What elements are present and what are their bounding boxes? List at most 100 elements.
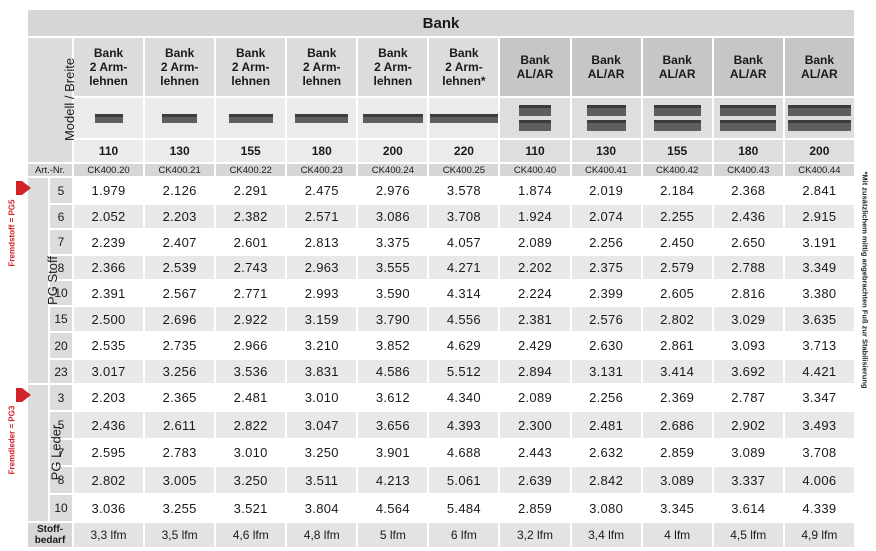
fabric-requirement-3: 4,8 lfm <box>287 523 357 547</box>
price-cell: 2.256 <box>571 230 641 254</box>
price-cell: 2.203 <box>74 385 144 410</box>
price-cell: 3.159 <box>287 307 357 331</box>
footnote: *Mit zusätzlichem mittig angebrachten Fu… <box>858 150 872 410</box>
price-cell: 2.382 <box>216 205 286 228</box>
price-cell: 2.475 <box>287 178 357 203</box>
price-cell: 4.057 <box>429 230 499 254</box>
product-picture-4 <box>358 98 428 138</box>
price-cell: 2.481 <box>571 412 641 438</box>
price-cell: 3.017 <box>74 360 144 383</box>
price-cell: 4.393 <box>429 412 499 438</box>
price-cell: 2.605 <box>642 281 712 305</box>
group-label: PG Stoff <box>44 255 60 305</box>
fabric-requirement-0: 3,3 lfm <box>74 523 144 547</box>
fremdleder-marker-icon <box>16 388 31 402</box>
price-cell: 2.019 <box>571 178 641 203</box>
sofa-seat-shape <box>720 120 777 131</box>
art-nr-0: CK400.20 <box>74 164 144 176</box>
price-cell: 3.255 <box>145 495 215 521</box>
price-cell: 4.421 <box>784 360 854 383</box>
price-cell: 2.399 <box>571 281 641 305</box>
fremdstoff-label: Fremdstoff = PG5 <box>7 199 17 267</box>
price-cell: 4.586 <box>358 360 428 383</box>
price-cell: 3.029 <box>713 307 783 331</box>
column-header-10: Bank AL/AR <box>784 38 854 96</box>
price-cell: 3.493 <box>784 412 854 438</box>
price-cell: 3.347 <box>784 385 854 410</box>
product-picture-0 <box>74 98 144 138</box>
bench-shape <box>94 113 123 123</box>
price-cell: 4.339 <box>784 495 854 521</box>
fabric-requirement-5: 6 lfm <box>429 523 499 547</box>
price-cell: 2.450 <box>642 230 712 254</box>
corner-sofa-icon <box>785 98 854 138</box>
product-picture-6 <box>500 98 570 138</box>
price-cell: 2.802 <box>74 467 144 493</box>
price-group-number: 5 <box>50 412 72 438</box>
fabric-requirement-6: 3,2 lfm <box>500 523 570 547</box>
price-cell: 2.407 <box>145 230 215 254</box>
price-cell: 2.639 <box>500 467 570 493</box>
price-cell: 2.859 <box>642 440 712 465</box>
price-cell: 2.436 <box>74 412 144 438</box>
column-width-8: 155 <box>642 140 712 162</box>
model-row: Modell / Breite Bank 2 Arm- lehnen Bank 2 … <box>28 38 854 162</box>
bench-icon <box>429 98 498 138</box>
price-cell: 3.380 <box>784 281 854 305</box>
price-row: 23 3.017 3.256 3.536 3.831 4.586 5.512 2.894 3.1… <box>28 360 854 383</box>
price-cell: 3.590 <box>358 281 428 305</box>
art-nr-7: CK400.41 <box>571 164 641 176</box>
price-row: 10 3.036 3.255 3.521 3.804 4.564 5.484 2.859 3.0… <box>28 495 854 521</box>
price-cell: 2.822 <box>216 412 286 438</box>
bench-icon <box>216 98 285 138</box>
price-cell: 2.567 <box>145 281 215 305</box>
price-cell: 3.852 <box>358 333 428 358</box>
column-header-3: Bank 2 Arm- lehnen <box>287 38 357 96</box>
column-width-1: 130 <box>145 140 215 162</box>
price-cell: 3.089 <box>642 467 712 493</box>
art-row: Art.-Nr. CK400.20 CK400.21 CK400.22 CK400.23… <box>28 164 854 176</box>
bench-shape <box>162 113 198 123</box>
price-group-number: 8 <box>50 256 72 279</box>
price-cell: 2.915 <box>784 205 854 228</box>
price-row: 7 2.595 2.783 3.010 3.250 3.901 4.688 2.443 2.63… <box>28 440 854 465</box>
price-row: PG Stoff 5 1.979 2.126 2.291 2.475 2.976 3.578 1… <box>28 178 854 383</box>
price-group-number: 3 <box>50 385 72 410</box>
price-cell: 3.191 <box>784 230 854 254</box>
price-table-container: Bank Modell / Breite Bank 2 Arm- lehnen Ban… <box>28 8 856 549</box>
art-nr-label: Art.-Nr. <box>28 164 72 176</box>
corner-sofa-icon <box>572 98 641 138</box>
price-cell: 5.484 <box>429 495 499 521</box>
price-cell: 2.601 <box>216 230 286 254</box>
sofa-seat-shape <box>519 120 551 131</box>
price-cell: 2.783 <box>145 440 215 465</box>
column-header-0: Bank 2 Arm- lehnen <box>74 38 144 96</box>
price-cell: 2.369 <box>642 385 712 410</box>
column-width-2: 155 <box>216 140 286 162</box>
price-cell: 4.314 <box>429 281 499 305</box>
price-cell: 2.788 <box>713 256 783 279</box>
price-cell: 2.650 <box>713 230 783 254</box>
bench-icon <box>145 98 214 138</box>
column-width-3: 180 <box>287 140 357 162</box>
price-group-number: 15 <box>50 307 72 331</box>
art-nr-5: CK400.25 <box>429 164 499 176</box>
price-cell: 3.080 <box>571 495 641 521</box>
price-cell: 2.443 <box>500 440 570 465</box>
bench-shape <box>429 113 498 123</box>
price-cell: 2.089 <box>500 385 570 410</box>
art-nr-3: CK400.23 <box>287 164 357 176</box>
corner-sofa-icon <box>643 98 712 138</box>
price-cell: 2.365 <box>145 385 215 410</box>
price-cell: 3.831 <box>287 360 357 383</box>
fremdleder-label: Fremdleder = PG3 <box>7 405 17 475</box>
price-cell: 4.213 <box>358 467 428 493</box>
sofa-back-shape <box>653 105 701 116</box>
bench-shape <box>295 113 349 123</box>
column-header-9: Bank AL/AR <box>713 38 783 96</box>
product-picture-7 <box>571 98 641 138</box>
sofa-back-shape <box>586 105 626 116</box>
price-cell: 2.842 <box>571 467 641 493</box>
price-cell: 4.340 <box>429 385 499 410</box>
product-picture-10 <box>784 98 854 138</box>
